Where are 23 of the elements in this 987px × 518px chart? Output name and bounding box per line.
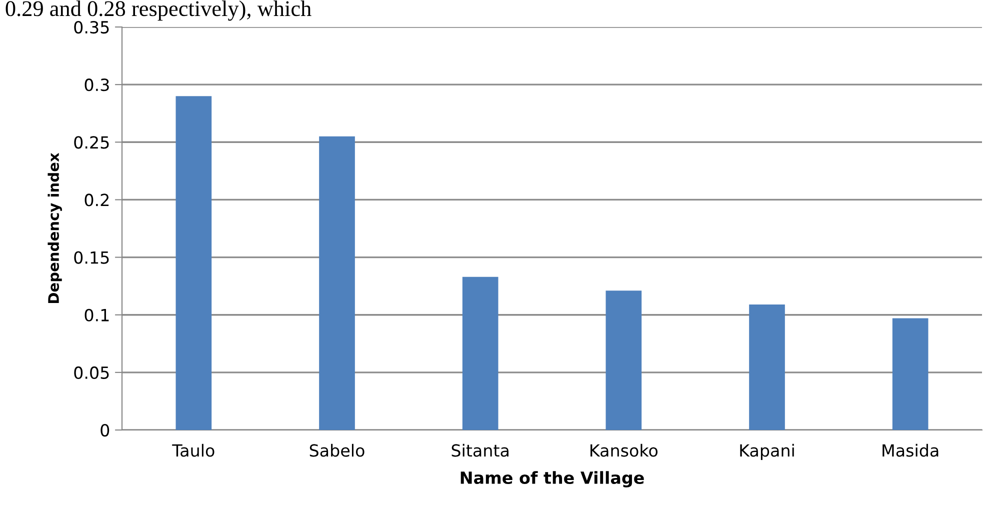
text: 0.29 and 0.28 respectively), which [6,0,312,21]
y-tick-label: 0 [100,424,110,437]
x-tick-label: Sabelo [310,444,364,457]
bar [606,290,642,430]
y-tick-label: 0.15 [74,251,109,264]
y-axis-title: Dependency index [48,152,62,304]
x-tick-label: Kapani [740,444,794,460]
bar [749,304,785,430]
y-tick-label: 0.3 [84,78,109,92]
y-tick-label: 0.1 [84,308,109,322]
x-tick-label: Kansoko [590,444,658,457]
y-tick-label: 0.25 [74,136,109,149]
y-tick-label: 0.35 [74,20,109,34]
x-tick-label: Taulo [172,444,214,457]
bar [319,136,355,430]
bar [462,276,498,430]
bar [176,96,212,430]
x-axis-title: Name of the Village [460,471,644,488]
x-tick-label: Masida [882,444,938,457]
y-tick-label: 0.2 [84,194,109,206]
x-tick-label: Sitanta [452,444,508,457]
y-tick-label: 0.05 [74,366,109,379]
bar [892,318,928,430]
